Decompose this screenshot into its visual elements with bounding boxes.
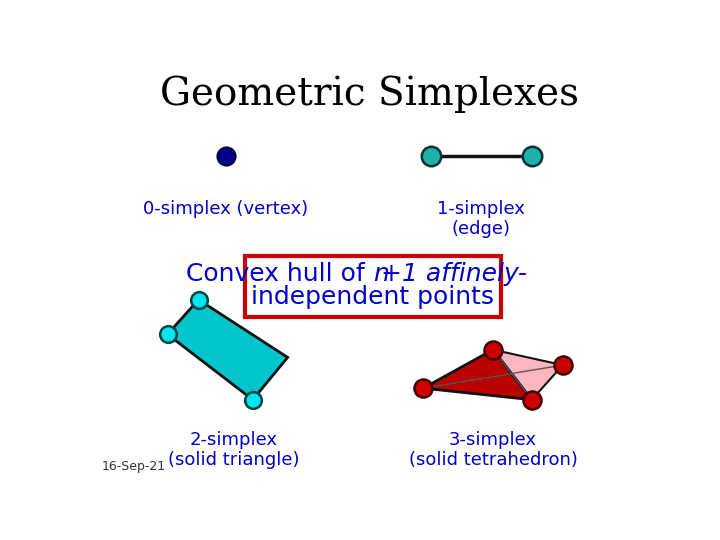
- Text: Convex hull of: Convex hull of: [186, 262, 373, 286]
- Text: +1 affinely-: +1 affinely-: [381, 262, 526, 286]
- Text: 0-simplex (vertex): 0-simplex (vertex): [143, 200, 308, 218]
- Polygon shape: [493, 350, 563, 400]
- Text: n: n: [373, 262, 389, 286]
- Polygon shape: [423, 350, 532, 400]
- Text: independent points: independent points: [251, 285, 495, 309]
- Text: 3-simplex
(solid tetrahedron): 3-simplex (solid tetrahedron): [408, 430, 577, 469]
- Text: Geometric Simplexes: Geometric Simplexes: [160, 75, 578, 113]
- Polygon shape: [168, 300, 287, 400]
- Text: 1-simplex
(edge): 1-simplex (edge): [438, 200, 526, 238]
- FancyBboxPatch shape: [245, 256, 500, 318]
- Text: 2-simplex
(solid triangle): 2-simplex (solid triangle): [168, 430, 299, 469]
- Text: 16-Sep-21: 16-Sep-21: [102, 460, 166, 473]
